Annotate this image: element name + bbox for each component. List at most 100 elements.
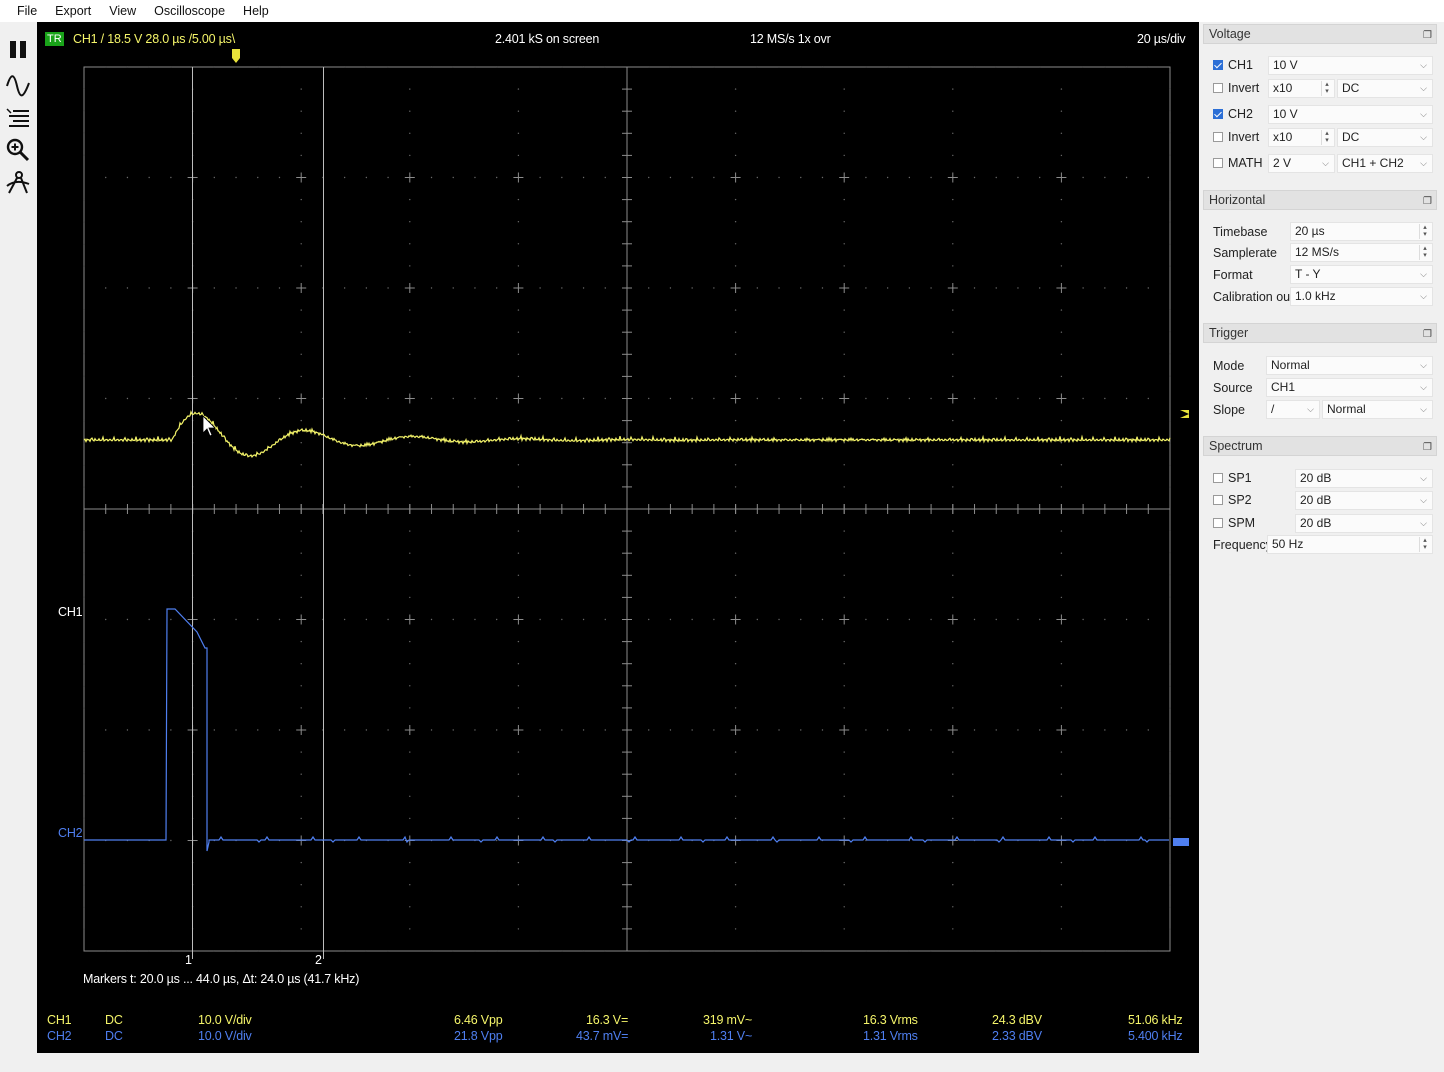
grid-dot [300,110,302,112]
grid-cross [296,614,307,625]
grid-dot [1169,685,1171,687]
grid-dot [756,287,759,289]
grid-dot [734,419,737,422]
menu-file[interactable]: File [17,4,38,18]
marker-1-label[interactable]: 1 [185,953,192,967]
grid-dot [1060,552,1063,554]
sp1-checkbox[interactable] [1213,473,1223,483]
math-mode-select[interactable]: CH1 + CH2 ⌵ [1337,154,1433,173]
grid-dot [1017,618,1019,621]
grid-dot [409,309,411,311]
ch1-checkbox[interactable] [1213,60,1223,70]
spm-checkbox[interactable] [1213,518,1223,528]
grid-dot [886,618,889,621]
marker-2-label[interactable]: 2 [315,953,322,967]
grid-dot [517,375,520,378]
grid-dot [1169,530,1171,532]
zoom-icon[interactable] [4,136,32,164]
grid-dot [995,176,997,179]
math-range-select[interactable]: 2 V ⌵ [1268,154,1335,173]
timebase-spinner[interactable]: 20 µs ▴ ▾ [1290,222,1433,241]
grid-cross [1056,725,1067,735]
grid-dot [1104,729,1106,731]
math-checkbox[interactable] [1213,158,1223,168]
grid-dot [517,154,520,157]
format-select[interactable]: T - Y ⌵ [1290,265,1433,284]
trigger-slope-select[interactable]: / ⌵ [1266,400,1320,419]
menu-export[interactable]: Export [55,4,92,18]
grid-dot [83,132,85,134]
ch1-range-select[interactable]: 10 V ⌵ [1268,56,1433,75]
undock-icon[interactable]: ❐ [1423,442,1432,453]
grid-dot [83,154,85,157]
ch1-meas-vac: 319 mV~ [703,1013,752,1027]
samplerate-label: Samplerate [1213,246,1277,260]
calibration-select[interactable]: 1.0 kHz ⌵ [1290,287,1433,306]
undock-icon[interactable]: ❐ [1423,30,1432,41]
grid-dot [734,795,737,797]
grid-dot [669,287,672,289]
grid-dot [734,110,737,112]
grid-dot [952,486,954,488]
ch1-coupling-select[interactable]: DC ⌵ [1337,79,1433,98]
samplerate-spinner[interactable]: 12 MS/s ▴ ▾ [1290,243,1433,262]
grid-dot [300,884,302,886]
grid-dot [430,397,433,400]
ch1-meas-dbv: 24.3 dBV [992,1013,1042,1027]
sp1-select[interactable]: 20 dB ⌵ [1295,469,1433,488]
spm-select[interactable]: 20 dB ⌵ [1295,514,1433,533]
ch1-invert-checkbox[interactable] [1213,83,1223,93]
oscilloscope-display[interactable]: TR CH1 / 18.5 V 28.0 µs /5.00 µs\ 2.401 … [37,22,1199,1053]
grid-dot [843,243,845,245]
undock-icon[interactable]: ❐ [1423,329,1432,340]
menu-help[interactable]: Help [243,4,269,18]
grid-dot [734,596,737,599]
grid-dot [365,66,368,68]
menu-oscilloscope[interactable]: Oscilloscope [154,4,226,18]
grid-dot [973,176,976,179]
grid-dot [582,618,585,621]
grid-dot [517,906,520,908]
voltage-section-header[interactable]: Voltage ❐ [1203,24,1437,44]
grid-dot [83,353,85,355]
grid-dot [170,729,172,731]
grid-dot [865,618,867,621]
trigger-mode-select[interactable]: Normal ⌵ [1266,356,1433,375]
ch2-checkbox[interactable] [1213,109,1223,119]
grid-dot [843,486,845,488]
horizontal-section-header[interactable]: Horizontal ❐ [1203,190,1437,210]
grid-cross [513,283,524,293]
ch2-meas-vrms: 1.31 Vrms [863,1029,918,1043]
ch2-range-select[interactable]: 10 V ⌵ [1268,105,1433,124]
trigger-section-header[interactable]: Trigger ❐ [1203,323,1437,343]
grid-dot [452,618,454,621]
grid-dot [604,287,606,289]
grid-dot [1169,486,1171,488]
scope-canvas[interactable] [37,22,1199,1053]
ch1-probe-spinner[interactable]: x10 ▴ ▾ [1268,79,1335,98]
waveform-icon[interactable] [4,72,32,100]
trigger-source-select[interactable]: CH1 ⌵ [1266,378,1433,397]
grid-dot [105,397,107,400]
spectrum-section-header[interactable]: Spectrum ❐ [1203,436,1437,456]
trigger-slope-mode-select[interactable]: Normal ⌵ [1322,400,1433,419]
ch2-probe-spinner[interactable]: x10 ▴ ▾ [1268,128,1335,147]
sp2-checkbox[interactable] [1213,495,1223,505]
grid-dot [886,66,889,68]
frequencybase-spinner[interactable]: 50 Hz ▴ ▾ [1267,535,1433,554]
ch2-invert-checkbox[interactable] [1213,132,1223,142]
lines-icon[interactable] [4,104,32,132]
grid-dot [1060,663,1063,665]
grid-dot [908,729,911,731]
pause-icon[interactable] [4,35,32,63]
grid-dot [1060,596,1063,599]
grid-dot [1060,154,1063,157]
ch2-coupling-select[interactable]: DC ⌵ [1337,128,1433,147]
ch2-meas-vdiv: 10.0 V/div [198,1029,252,1043]
sp2-select[interactable]: 20 dB ⌵ [1295,491,1433,510]
grid-dot [409,574,411,576]
undock-icon[interactable]: ❐ [1423,196,1432,207]
grid-dot [1104,950,1106,952]
measure-icon[interactable] [4,168,32,196]
menu-view[interactable]: View [109,4,137,18]
